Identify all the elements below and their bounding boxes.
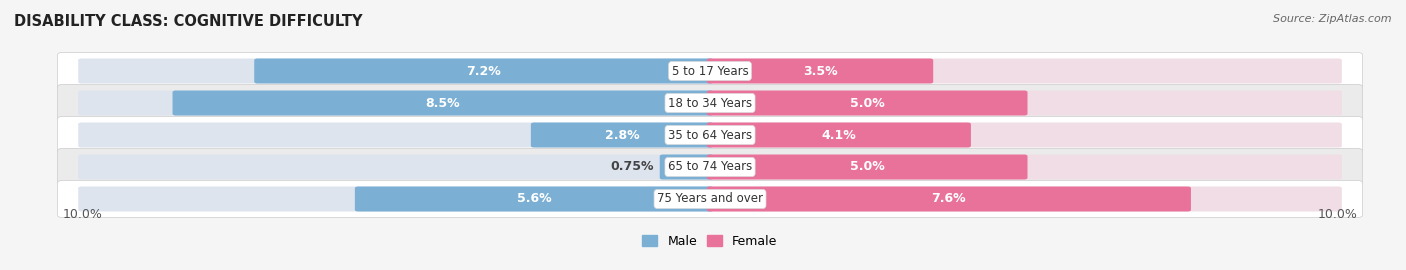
FancyBboxPatch shape — [79, 123, 713, 147]
FancyBboxPatch shape — [58, 148, 1362, 185]
Text: 2.8%: 2.8% — [605, 129, 640, 141]
FancyBboxPatch shape — [659, 154, 713, 180]
FancyBboxPatch shape — [707, 90, 1341, 116]
FancyBboxPatch shape — [707, 187, 1341, 211]
FancyBboxPatch shape — [707, 123, 1341, 147]
FancyBboxPatch shape — [79, 187, 713, 211]
Text: 5 to 17 Years: 5 to 17 Years — [672, 65, 748, 77]
Text: 8.5%: 8.5% — [426, 96, 460, 110]
Legend: Male, Female: Male, Female — [637, 230, 783, 253]
FancyBboxPatch shape — [79, 59, 713, 83]
FancyBboxPatch shape — [58, 52, 1362, 90]
FancyBboxPatch shape — [354, 187, 713, 211]
Text: 7.6%: 7.6% — [932, 193, 966, 205]
FancyBboxPatch shape — [707, 154, 1341, 180]
FancyBboxPatch shape — [707, 154, 1028, 180]
FancyBboxPatch shape — [173, 90, 713, 116]
Text: 10.0%: 10.0% — [62, 208, 103, 221]
Text: 0.75%: 0.75% — [610, 160, 654, 174]
Text: 3.5%: 3.5% — [803, 65, 838, 77]
FancyBboxPatch shape — [79, 154, 713, 180]
Text: 4.1%: 4.1% — [821, 129, 856, 141]
Text: DISABILITY CLASS: COGNITIVE DIFFICULTY: DISABILITY CLASS: COGNITIVE DIFFICULTY — [14, 14, 363, 29]
FancyBboxPatch shape — [707, 187, 1191, 211]
FancyBboxPatch shape — [58, 180, 1362, 218]
Text: 7.2%: 7.2% — [467, 65, 501, 77]
Text: 5.6%: 5.6% — [516, 193, 551, 205]
FancyBboxPatch shape — [58, 116, 1362, 154]
Text: 5.0%: 5.0% — [849, 96, 884, 110]
Text: 35 to 64 Years: 35 to 64 Years — [668, 129, 752, 141]
Text: 75 Years and over: 75 Years and over — [657, 193, 763, 205]
Text: Source: ZipAtlas.com: Source: ZipAtlas.com — [1274, 14, 1392, 23]
FancyBboxPatch shape — [707, 90, 1028, 116]
FancyBboxPatch shape — [707, 59, 934, 83]
Text: 18 to 34 Years: 18 to 34 Years — [668, 96, 752, 110]
FancyBboxPatch shape — [58, 85, 1362, 122]
FancyBboxPatch shape — [79, 90, 713, 116]
FancyBboxPatch shape — [531, 123, 713, 147]
FancyBboxPatch shape — [254, 59, 713, 83]
Text: 10.0%: 10.0% — [1317, 208, 1358, 221]
Text: 65 to 74 Years: 65 to 74 Years — [668, 160, 752, 174]
FancyBboxPatch shape — [707, 123, 972, 147]
Text: 5.0%: 5.0% — [849, 160, 884, 174]
FancyBboxPatch shape — [707, 59, 1341, 83]
